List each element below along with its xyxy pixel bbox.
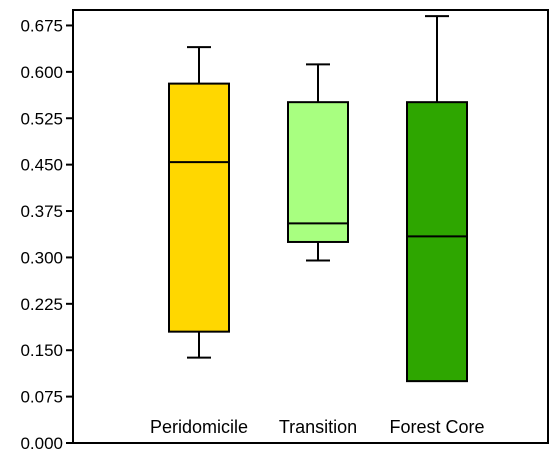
box-transition	[287, 63, 349, 262]
y-tick-label-1: 0.075	[20, 388, 63, 407]
y-tick-label-9: 0.675	[20, 16, 63, 35]
plot-frame	[72, 9, 549, 444]
category-label-peridomicile: Peridomicile	[150, 417, 248, 437]
box-forest-core	[406, 15, 468, 383]
iqr-box-forest-core	[406, 101, 468, 383]
category-label-forest-core: Forest Core	[389, 417, 484, 437]
y-tick-label-0: 0.000	[20, 434, 63, 453]
box-peridomicile	[168, 46, 230, 359]
y-axis-ticks: 0.000 0.075 0.150 0.225 0.300 0.375 0.450 0.525…	[20, 16, 73, 453]
category-label-transition: Transition	[279, 417, 357, 437]
axes	[72, 9, 549, 444]
iqr-box-peridomicile	[168, 82, 230, 333]
y-tick-label-8: 0.600	[20, 63, 63, 82]
y-tick-label-4: 0.300	[20, 248, 63, 267]
category-labels: Peridomicile Transition Forest Core	[150, 417, 485, 437]
y-tick-label-2: 0.150	[20, 341, 63, 360]
iqr-box-transition	[287, 101, 349, 243]
y-tick-label-3: 0.225	[20, 295, 63, 314]
y-tick-label-6: 0.450	[20, 156, 63, 175]
y-tick-label-7: 0.525	[20, 109, 63, 128]
y-tick-label-5: 0.375	[20, 202, 63, 221]
boxes	[168, 15, 468, 383]
